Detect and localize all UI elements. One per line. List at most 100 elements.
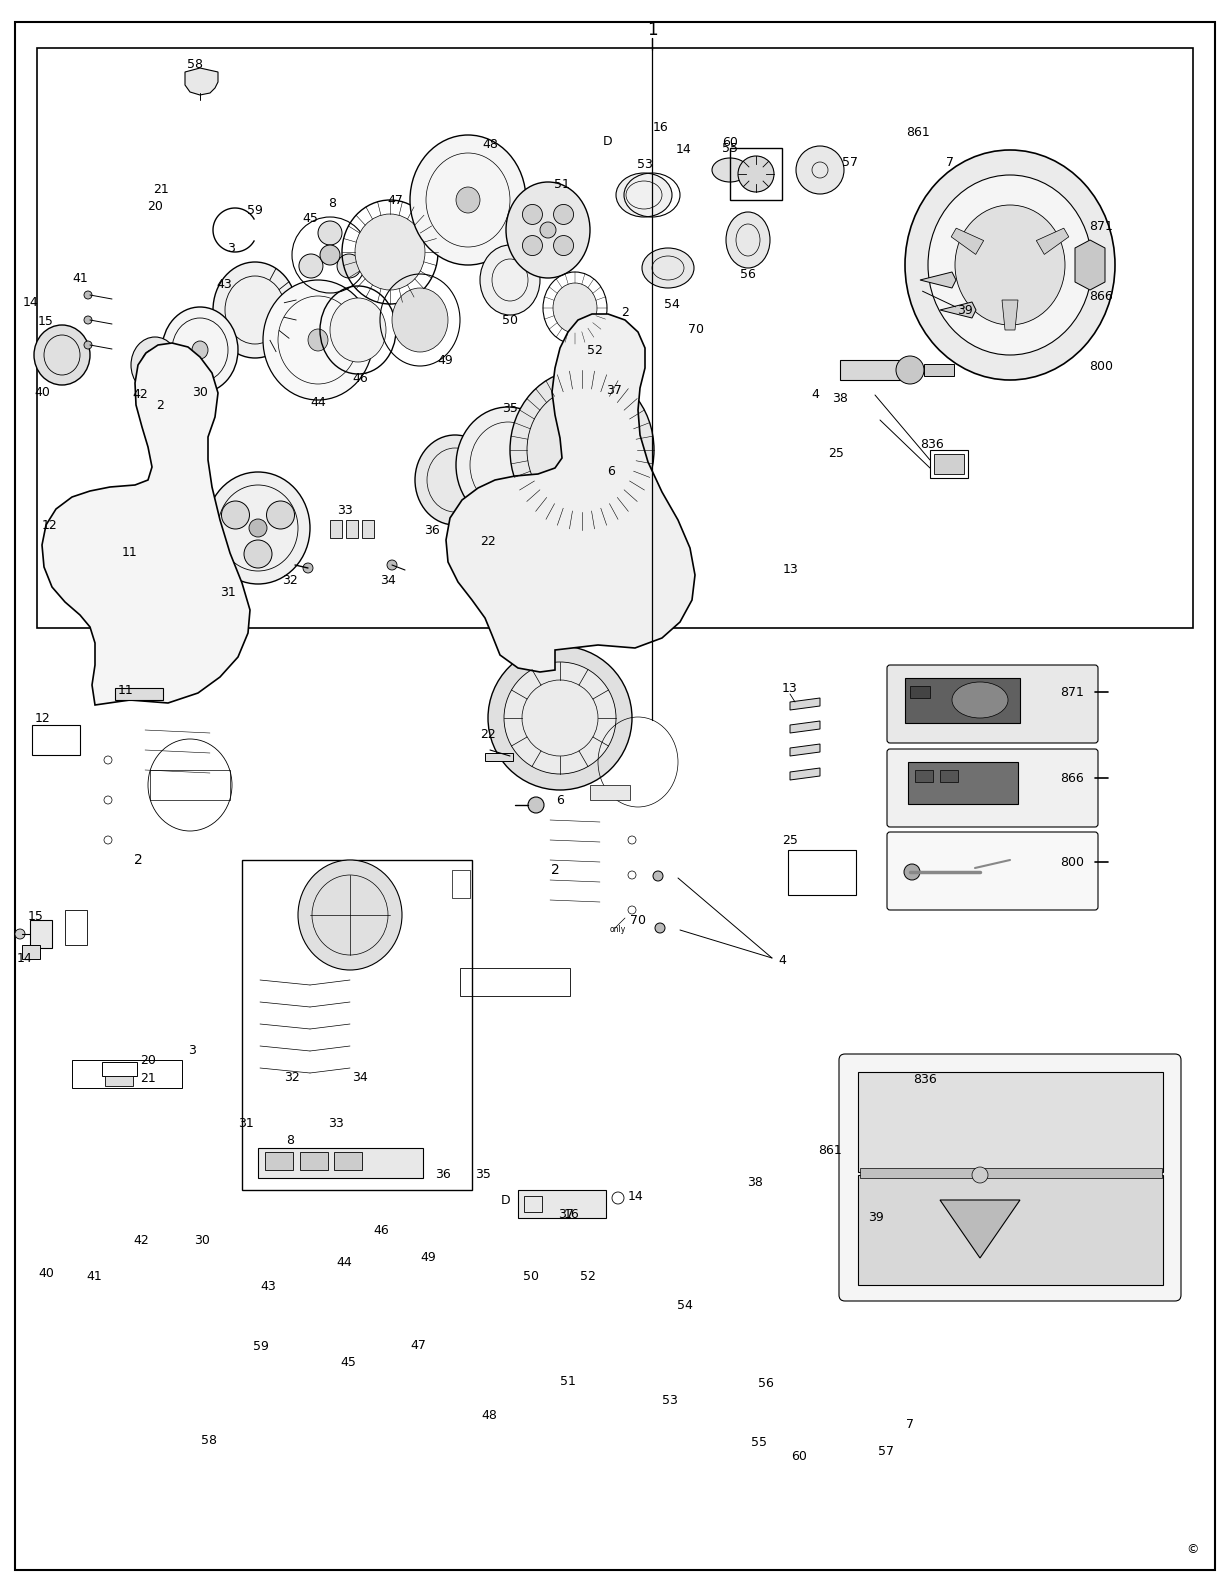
Ellipse shape <box>642 248 694 288</box>
Polygon shape <box>42 342 250 705</box>
Bar <box>451 869 470 898</box>
Text: 54: 54 <box>664 299 680 312</box>
Circle shape <box>319 221 342 245</box>
Text: 40: 40 <box>39 1267 54 1280</box>
Text: 35: 35 <box>502 401 518 414</box>
Bar <box>524 1196 542 1212</box>
Bar <box>102 1062 137 1076</box>
Text: 33: 33 <box>337 503 353 516</box>
Text: 7: 7 <box>907 1418 914 1431</box>
Bar <box>905 678 1020 723</box>
Bar <box>362 521 374 538</box>
Ellipse shape <box>162 307 237 393</box>
Text: 49: 49 <box>437 353 453 366</box>
Text: D: D <box>501 1194 510 1207</box>
Circle shape <box>221 501 250 529</box>
Ellipse shape <box>712 158 748 181</box>
Text: 42: 42 <box>132 388 148 401</box>
Circle shape <box>267 501 294 529</box>
Text: 58: 58 <box>187 59 203 72</box>
Text: 3: 3 <box>188 1043 196 1057</box>
Text: 57: 57 <box>877 1446 894 1458</box>
Text: 861: 861 <box>818 1143 843 1156</box>
Text: 60: 60 <box>722 135 738 148</box>
Circle shape <box>528 798 544 814</box>
Bar <box>73 1060 182 1087</box>
Text: 36: 36 <box>435 1169 450 1181</box>
Ellipse shape <box>205 471 310 584</box>
Text: 6: 6 <box>556 793 563 807</box>
Bar <box>32 724 80 755</box>
Text: 49: 49 <box>421 1251 435 1264</box>
Bar <box>242 860 472 1189</box>
Circle shape <box>523 236 542 256</box>
Ellipse shape <box>298 860 402 970</box>
Text: 21: 21 <box>154 183 169 196</box>
Bar <box>859 1071 1164 1172</box>
Text: 39: 39 <box>868 1212 883 1224</box>
Text: 48: 48 <box>482 1409 497 1422</box>
Circle shape <box>387 560 397 570</box>
Text: 47: 47 <box>387 194 403 207</box>
Text: 37: 37 <box>606 384 622 396</box>
Text: 14: 14 <box>17 952 33 965</box>
Text: 25: 25 <box>782 834 798 847</box>
Ellipse shape <box>213 263 296 358</box>
Bar <box>910 686 930 697</box>
Text: 59: 59 <box>253 1340 268 1353</box>
Ellipse shape <box>504 662 616 774</box>
Text: 16: 16 <box>565 1208 579 1221</box>
Text: 25: 25 <box>829 447 844 460</box>
Ellipse shape <box>954 205 1065 325</box>
Text: 37: 37 <box>558 1208 573 1221</box>
Bar <box>860 1169 1162 1178</box>
Ellipse shape <box>330 298 386 361</box>
Text: 43: 43 <box>261 1280 276 1293</box>
Text: 11: 11 <box>118 683 134 697</box>
Ellipse shape <box>392 288 448 352</box>
Ellipse shape <box>738 156 774 193</box>
Text: 56: 56 <box>759 1377 774 1390</box>
Text: 836: 836 <box>920 438 943 452</box>
Circle shape <box>320 245 339 264</box>
Text: 44: 44 <box>337 1256 352 1269</box>
Text: 20: 20 <box>148 201 162 213</box>
Ellipse shape <box>726 212 770 267</box>
Text: 15: 15 <box>38 315 53 328</box>
Ellipse shape <box>554 283 597 333</box>
Bar <box>335 1153 362 1170</box>
Bar <box>924 365 954 376</box>
Text: 14: 14 <box>23 296 38 309</box>
Bar <box>150 771 230 801</box>
Ellipse shape <box>355 213 426 290</box>
Text: 836: 836 <box>913 1073 937 1086</box>
Polygon shape <box>790 743 820 756</box>
Bar <box>590 785 630 801</box>
Text: 30: 30 <box>194 1234 209 1247</box>
Text: 52: 52 <box>587 344 603 357</box>
Text: 57: 57 <box>843 156 859 169</box>
Polygon shape <box>920 272 956 288</box>
Polygon shape <box>184 68 218 96</box>
FancyBboxPatch shape <box>887 748 1098 826</box>
Text: 3: 3 <box>228 242 235 255</box>
Text: 871: 871 <box>1089 220 1113 232</box>
Ellipse shape <box>415 435 494 525</box>
Bar <box>22 946 41 958</box>
Polygon shape <box>1075 240 1105 290</box>
Text: 54: 54 <box>678 1299 692 1312</box>
Ellipse shape <box>510 369 654 530</box>
Text: D: D <box>603 135 613 148</box>
Text: 866: 866 <box>1060 772 1084 785</box>
Bar <box>859 1175 1164 1285</box>
Bar <box>940 771 958 782</box>
Ellipse shape <box>616 174 672 217</box>
Circle shape <box>299 255 323 279</box>
Circle shape <box>244 540 272 568</box>
Polygon shape <box>790 767 820 780</box>
Text: 15: 15 <box>28 909 44 922</box>
Text: 1: 1 <box>647 21 657 38</box>
Text: 13: 13 <box>782 681 798 694</box>
Circle shape <box>303 564 312 573</box>
Ellipse shape <box>480 245 540 315</box>
